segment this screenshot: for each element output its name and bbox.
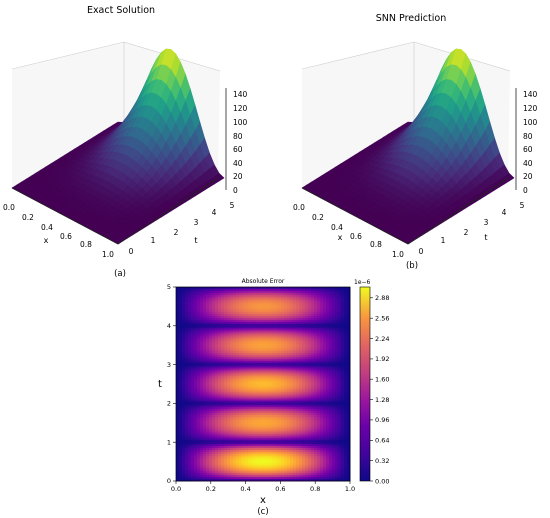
surface-plot bbox=[301, 48, 515, 245]
chart-title: Exact Solution bbox=[87, 5, 155, 16]
z-tick-label: 80 bbox=[523, 132, 533, 141]
x-tick-label: 0.8 bbox=[80, 240, 92, 249]
t-axis-label: t bbox=[194, 236, 197, 245]
t-tick-label: 0 bbox=[129, 247, 134, 256]
surface-plot bbox=[11, 48, 225, 245]
t-tick-label: 1 bbox=[151, 236, 156, 245]
z-axis: 0 20 40 60 80 100 120 140 bbox=[515, 88, 538, 195]
x-tick-label: 0.2 bbox=[312, 213, 324, 222]
t-tick-label: 4 bbox=[212, 208, 217, 217]
t-tick-label: 2 bbox=[174, 228, 179, 237]
x-tick-label: 0.6 bbox=[60, 232, 72, 241]
t-tick-label: 0 bbox=[419, 247, 424, 256]
t-tick-label: 5 bbox=[230, 201, 235, 210]
z-tick-label: 100 bbox=[523, 118, 538, 127]
x-tick-label: 0.2 bbox=[22, 213, 34, 222]
t-tick-label: 3 bbox=[194, 218, 199, 227]
x-tick-label: 0.4 bbox=[331, 223, 343, 232]
z-tick-label: 0 bbox=[233, 186, 238, 195]
t-axis-label: t bbox=[484, 233, 487, 242]
t-tick-label: 5 bbox=[520, 201, 525, 210]
z-tick-label: 0 bbox=[523, 186, 528, 195]
t-tick-label: 4 bbox=[502, 208, 507, 217]
chart-title: Absolute Error bbox=[242, 278, 285, 285]
z-axis: 0 20 40 60 80 100 120 140 bbox=[225, 88, 248, 195]
surface-panel-snn: SNN Prediction 0.0 0.2 0.4 0.6 0.8 1.0 x… bbox=[293, 13, 538, 271]
z-tick-label: 40 bbox=[233, 159, 243, 168]
t-tick-label: 3 bbox=[484, 218, 489, 227]
z-tick-label: 60 bbox=[233, 145, 243, 154]
z-tick-label: 40 bbox=[523, 159, 533, 168]
z-tick-label: 140 bbox=[233, 90, 248, 99]
z-tick-label: 140 bbox=[523, 90, 538, 99]
surface-panel-exact: Exact Solution 0.0 0.2 0.4 0.6 0.8 1.0 x… bbox=[3, 5, 248, 279]
x-tick-label: 0.8 bbox=[370, 240, 382, 249]
x-tick-label: 0.0 bbox=[3, 203, 15, 212]
z-tick-label: 120 bbox=[523, 104, 538, 113]
x-tick-label: 0.6 bbox=[350, 232, 362, 241]
heatmap-panel-error: Absolute Error 0.0 0.2 0.4 0.6 0.8 1.0 x… bbox=[158, 278, 389, 517]
t-tick-label: 1 bbox=[441, 236, 446, 245]
t-axis: 0 1 2 3 4 5 t bbox=[117, 177, 235, 256]
t-tick-label: 2 bbox=[464, 228, 469, 237]
x-tick-label: 1.0 bbox=[102, 250, 114, 259]
x-tick-label: 0.0 bbox=[293, 203, 305, 212]
x-axis: 0.0 0.2 0.4 0.6 0.8 1.0 x bbox=[3, 187, 119, 259]
z-tick-label: 120 bbox=[233, 104, 248, 113]
z-tick-label: 100 bbox=[233, 118, 248, 127]
x-tick-label: 0.4 bbox=[41, 223, 53, 232]
x-tick-label: 1.0 bbox=[392, 250, 404, 259]
heatmap-plot bbox=[176, 287, 351, 482]
z-tick-label: 20 bbox=[233, 172, 243, 181]
panel-caption: (a) bbox=[114, 269, 126, 279]
panel-caption: (b) bbox=[406, 261, 418, 271]
x-axis-label: x bbox=[44, 236, 49, 245]
z-tick-label: 80 bbox=[233, 132, 243, 141]
z-tick-label: 60 bbox=[523, 145, 533, 154]
chart-title: SNN Prediction bbox=[376, 13, 446, 24]
z-tick-label: 20 bbox=[523, 172, 533, 181]
x-axis-label: x bbox=[338, 233, 343, 242]
